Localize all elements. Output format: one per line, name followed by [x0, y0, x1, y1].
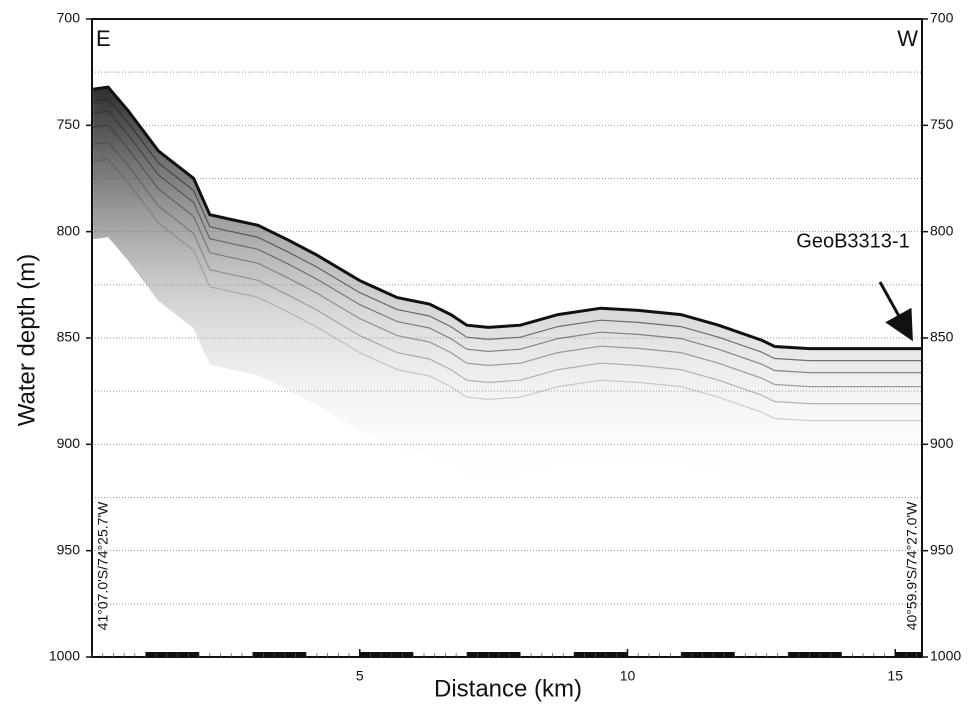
x-tick-label: 5	[356, 668, 364, 684]
x-tick-label: 10	[620, 668, 636, 684]
y-tick-label: 1000	[930, 648, 961, 664]
y-tick-label: 700	[57, 10, 81, 26]
position-label: 40°59.9'S/74°27.0'W	[904, 501, 920, 630]
scale-bar	[91, 652, 922, 657]
y-tick-label: 800	[930, 222, 954, 238]
seafloor-line	[92, 85, 922, 351]
scale-segment	[359, 652, 414, 657]
y-tick-label: 750	[930, 116, 954, 132]
sediment-fill	[93, 87, 923, 499]
core-label: GeoB3313-1	[796, 230, 909, 252]
y-tick-label: 950	[930, 541, 954, 557]
position-label: 41°07.0'S/74°25.7'W	[95, 501, 111, 630]
scale-segment	[145, 652, 200, 657]
x-tick-label: 15	[887, 668, 903, 684]
y-axis-label: Water depth (m)	[13, 254, 40, 427]
reflector	[93, 98, 922, 362]
scale-segment	[252, 652, 307, 657]
scale-segment	[681, 652, 735, 657]
scale-segment	[895, 652, 922, 657]
scale-segment	[573, 652, 628, 657]
y-tick-label: 900	[57, 435, 81, 451]
y-tick-label: 850	[57, 329, 81, 345]
reflector	[93, 158, 922, 422]
axes: 700 700 750 750 800 800 850 850 900 900 950 950 1000…	[49, 10, 962, 684]
reflector	[93, 124, 922, 388]
profile	[92, 85, 923, 499]
y-tick-label: 950	[57, 541, 81, 557]
y-tick-label: 900	[930, 435, 954, 451]
scale-segment	[466, 652, 521, 657]
core-arrow	[878, 281, 913, 342]
y-tick-label: 850	[930, 329, 954, 345]
y-tick-label: 1000	[49, 648, 80, 664]
end-label: W	[897, 26, 918, 51]
reflector	[93, 141, 922, 405]
scale-segment	[788, 652, 842, 657]
end-label: E	[96, 26, 111, 51]
y-tick-label: 700	[930, 10, 954, 26]
y-tick-label: 750	[57, 116, 81, 132]
reflector	[93, 110, 922, 374]
x-axis-label: Distance (km)	[434, 675, 582, 702]
y-tick-label: 800	[57, 222, 81, 238]
